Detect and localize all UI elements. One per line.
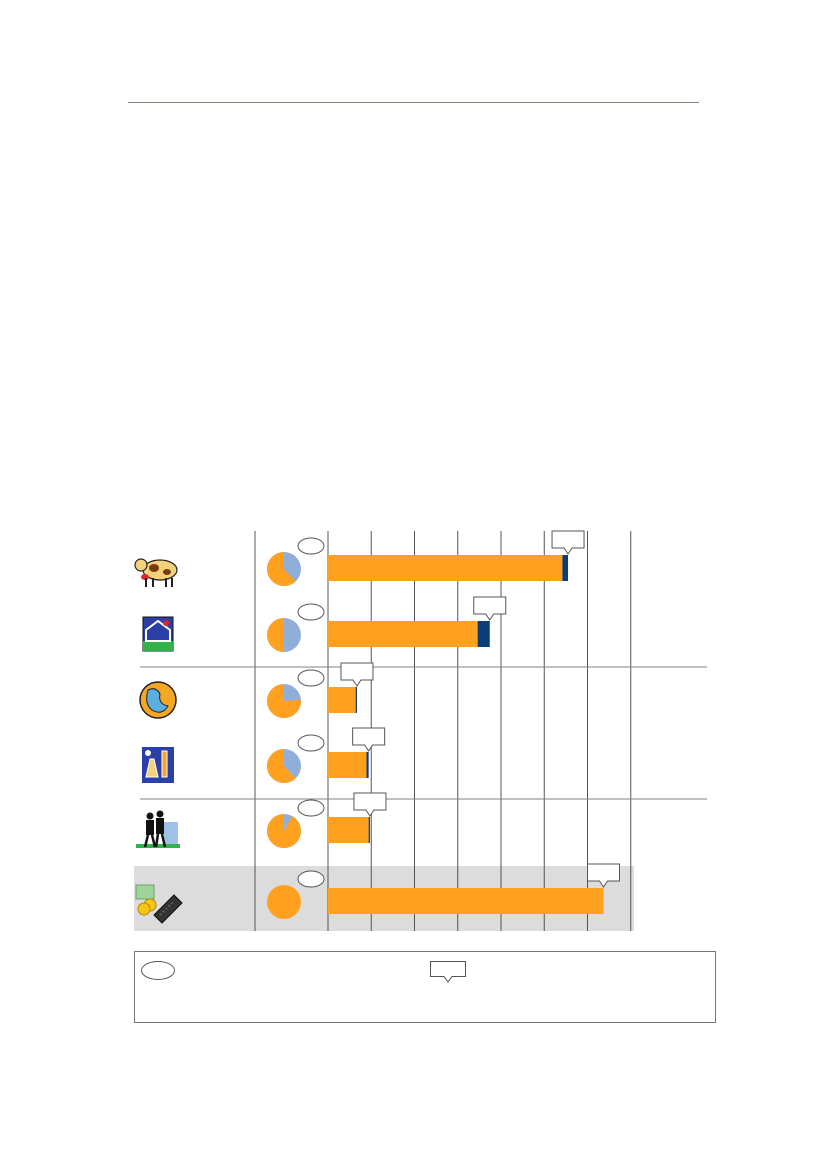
bar-segment <box>477 621 490 647</box>
pie-slice <box>267 749 296 783</box>
value-callout <box>353 792 387 817</box>
oval-marker <box>297 669 325 687</box>
bar-segment <box>328 687 356 713</box>
value-callout <box>587 863 621 888</box>
legend-box <box>134 951 716 1023</box>
pie-slice <box>266 684 301 719</box>
bar-segment <box>328 555 563 581</box>
oval-marker <box>297 603 325 621</box>
pie-slice <box>267 552 296 586</box>
greenhouse-icon <box>142 616 174 652</box>
callout-marker-icon <box>430 961 466 983</box>
oval-marker <box>297 734 325 752</box>
bar-segment <box>562 555 569 581</box>
lab-equipment-icon <box>142 747 174 783</box>
bar-segment <box>366 752 369 778</box>
oval-marker <box>297 537 325 555</box>
oval-marker <box>297 799 325 817</box>
bar-segment <box>328 888 604 914</box>
calculator-money-icon <box>135 884 183 924</box>
value-callout <box>551 530 585 555</box>
oval-marker-icon <box>141 961 175 980</box>
globe-icon <box>139 681 177 719</box>
pie-slice <box>267 814 302 848</box>
people-walking-icon <box>136 810 180 848</box>
bar-segment <box>368 817 370 843</box>
value-callout <box>340 662 374 687</box>
bar-segment <box>328 752 367 778</box>
cow-icon <box>134 558 178 587</box>
header-rule <box>128 102 699 103</box>
pie-slice <box>267 618 284 652</box>
oval-marker <box>297 870 325 888</box>
bar-segment <box>355 687 357 713</box>
bar-segment <box>328 817 369 843</box>
bar-segment <box>328 621 478 647</box>
pie-slice <box>267 885 301 919</box>
value-callout <box>473 596 507 621</box>
value-callout <box>352 727 386 752</box>
